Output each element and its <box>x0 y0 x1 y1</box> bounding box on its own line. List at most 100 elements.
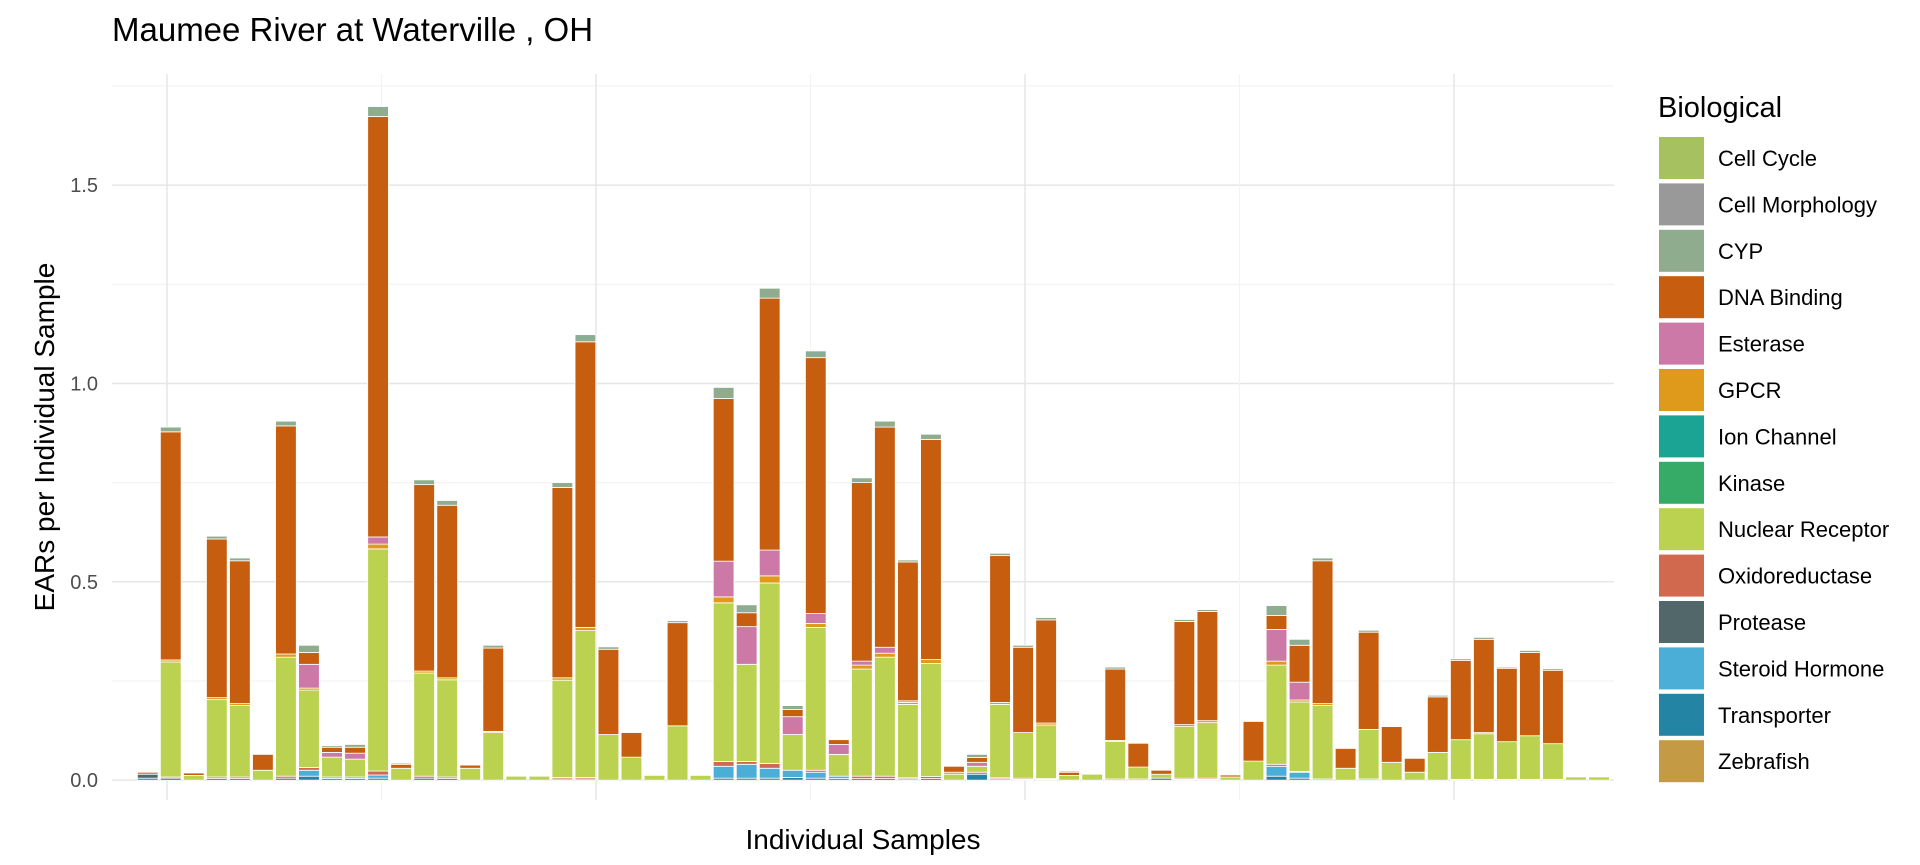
bar-segment <box>298 663 320 689</box>
bar-segment <box>597 646 620 650</box>
bar-segment <box>735 761 758 765</box>
sample-bar <box>874 420 896 781</box>
bar-segment <box>252 753 274 771</box>
bar-segment <box>666 620 689 624</box>
bar-segment <box>781 705 804 710</box>
sample-bar <box>229 557 251 781</box>
legend-label: Kinase <box>1718 471 1785 496</box>
bar-segment <box>482 647 505 732</box>
bar-segment <box>390 767 412 781</box>
bar-segment <box>828 739 850 745</box>
bar-segment <box>1058 770 1080 773</box>
bar-segment <box>874 652 896 658</box>
y-tick-label: 1.5 <box>70 175 98 197</box>
legend-swatch <box>1659 415 1704 458</box>
legend-swatch <box>1659 647 1704 690</box>
bar-segment <box>298 775 320 781</box>
bar-segment <box>828 753 850 777</box>
sample-bar <box>1265 605 1288 781</box>
bar-segment <box>436 679 458 778</box>
sample-bar <box>1380 726 1403 781</box>
bar-segment <box>1173 726 1196 779</box>
bar-segment <box>183 772 205 776</box>
bar-segment <box>1242 760 1265 781</box>
sample-bar <box>643 775 666 781</box>
sample-bar <box>828 739 850 781</box>
bar-segment <box>367 770 389 776</box>
bar-segment <box>1104 666 1127 670</box>
sample-bar <box>528 775 551 781</box>
bar-segment <box>206 538 228 699</box>
bar-segment <box>758 763 781 769</box>
bar-segment <box>321 756 343 778</box>
bar-segment <box>920 659 942 664</box>
sample-bar <box>413 479 435 781</box>
bar-segment <box>1380 761 1403 781</box>
bar-segment <box>712 560 735 598</box>
bar-segment <box>390 763 412 769</box>
bar-segment <box>574 627 597 631</box>
bar-segment <box>1519 735 1541 780</box>
bar-segment <box>344 752 366 760</box>
sample-bar <box>1196 609 1219 781</box>
bar-segment <box>159 431 182 661</box>
sample-bar <box>758 287 781 781</box>
bar-segment <box>874 646 896 654</box>
sample-bar <box>1173 619 1196 781</box>
legend-label: Oxidoreductase <box>1718 564 1872 589</box>
sample-bar <box>781 705 804 781</box>
bar-segment <box>1357 728 1380 780</box>
bar-segment <box>1542 668 1564 671</box>
sample-bar <box>1035 617 1057 781</box>
bar-segment <box>943 765 965 773</box>
legend-swatch <box>1659 369 1704 411</box>
bar-segment <box>989 552 1011 557</box>
bar-segment <box>966 753 988 758</box>
bar-segment <box>920 663 942 778</box>
bar-segment <box>574 334 597 343</box>
legend-label: Protease <box>1718 610 1806 635</box>
bar-segment <box>459 764 481 769</box>
bar-segment <box>1542 669 1564 745</box>
bar-segment <box>1104 740 1127 780</box>
bar-segment <box>1450 658 1472 661</box>
sample-bar <box>390 762 412 781</box>
bar-segment <box>1473 636 1495 640</box>
bar-segment <box>1173 621 1196 726</box>
bar-segment <box>436 500 458 506</box>
bar-segment <box>321 746 343 753</box>
bar-segment <box>1380 726 1403 763</box>
bar-segment <box>1288 644 1311 683</box>
bar-segment <box>413 479 435 486</box>
y-axis-label: EARs per Individual Sample <box>29 263 60 612</box>
bar-segment <box>528 775 551 781</box>
y-tick-label: 0.5 <box>70 572 98 594</box>
bar-segment <box>390 762 412 765</box>
y-tick-labels: 0.0 0.5 1.0 1.5 <box>70 175 98 792</box>
bar-segment <box>367 548 389 772</box>
bar-segment <box>874 656 896 777</box>
bar-segment <box>551 486 574 679</box>
bar-segment <box>712 602 735 762</box>
sample-bar <box>735 604 758 781</box>
sample-bar <box>159 426 182 781</box>
bar-segment <box>1242 721 1265 762</box>
bar-segment <box>666 622 689 727</box>
bar-segment <box>851 664 873 670</box>
sample-bar <box>689 775 712 781</box>
bar-segment <box>551 679 574 778</box>
bar-segment <box>781 734 804 771</box>
bar-segment <box>781 709 804 718</box>
bar-segment <box>1450 739 1472 780</box>
bar-segment <box>712 761 735 767</box>
y-tick-label: 1.0 <box>70 373 98 395</box>
bar-segment <box>1427 696 1449 753</box>
bar-segment <box>851 477 873 484</box>
bar-segment <box>275 656 297 777</box>
sample-bar <box>1450 658 1472 781</box>
bar-segment <box>344 758 366 778</box>
bar-segment <box>1565 776 1587 781</box>
bar-segment <box>712 398 735 562</box>
bar-segment <box>1265 765 1288 777</box>
